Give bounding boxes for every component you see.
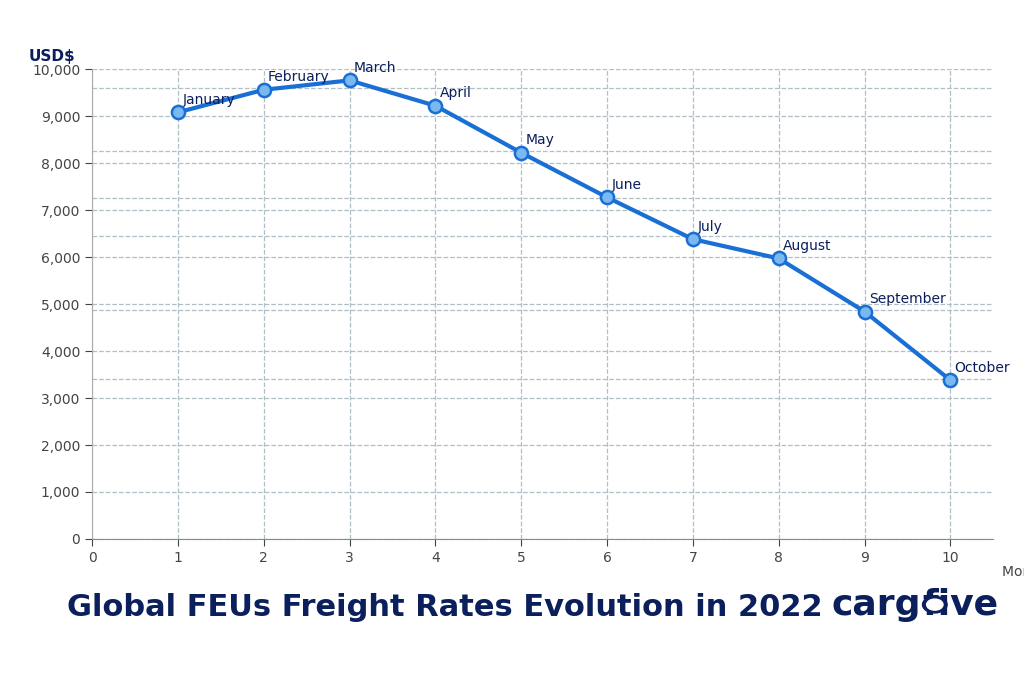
Point [685, 234, 701, 245]
Text: five: five [923, 588, 998, 622]
Text: Month No.: Month No. [1002, 565, 1024, 579]
Point [341, 75, 357, 86]
Text: May: May [525, 133, 554, 147]
Text: USD$: USD$ [29, 49, 76, 64]
Point [770, 253, 786, 264]
Text: October: October [954, 361, 1011, 375]
Text: January: January [182, 93, 236, 106]
Point [942, 375, 958, 386]
Text: Global FEUs Freight Rates Evolution in 2022: Global FEUs Freight Rates Evolution in 2… [67, 593, 822, 622]
Point [513, 147, 529, 158]
Point [256, 84, 272, 95]
Text: September: September [868, 292, 945, 306]
Text: April: April [439, 86, 472, 100]
Text: August: August [783, 239, 831, 253]
Text: June: June [611, 178, 641, 191]
Text: February: February [268, 70, 330, 84]
Point [856, 306, 872, 317]
Text: July: July [697, 220, 722, 234]
Point [427, 100, 443, 111]
Text: carg: carg [831, 588, 922, 622]
Point [170, 107, 186, 118]
Text: March: March [354, 61, 396, 75]
Point [599, 192, 615, 203]
